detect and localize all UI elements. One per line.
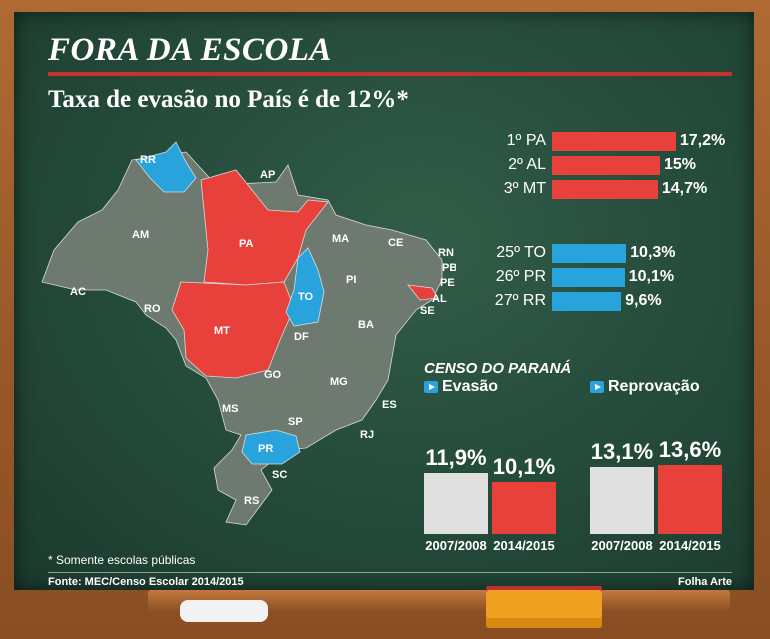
state-label-ma: MA [332, 233, 349, 245]
state-label-am: AM [132, 229, 149, 241]
ranking-value: 17,2% [679, 132, 726, 149]
state-label-rj: RJ [360, 429, 374, 441]
ranking-value: 14,7% [661, 180, 708, 197]
state-label-pb: PB [442, 262, 456, 274]
state-label-rr: RR [140, 154, 156, 166]
state-label-mt: MT [214, 325, 230, 337]
censo-bar-value: 11,9% [425, 445, 487, 471]
state-label-pe: PE [440, 277, 455, 289]
map-state-to [285, 247, 325, 327]
title-divider [48, 72, 732, 76]
state-label-ac: AC [70, 286, 86, 298]
censo-category-label: 2007/2008 [591, 538, 653, 553]
state-label-df: DF [294, 331, 309, 343]
ranking-label: 3º MT [503, 180, 546, 197]
state-label-se: SE [420, 305, 435, 317]
censo-bar [424, 473, 488, 534]
censo-bar [658, 464, 722, 534]
footnote: * Somente escolas públicas [48, 553, 196, 567]
state-label-to: TO [298, 291, 314, 303]
state-label-sc: SC [272, 469, 287, 481]
state-label-es: ES [382, 399, 397, 411]
ranking-value: 10,3% [630, 244, 676, 261]
censo-category-label: 2014/2015 [659, 538, 721, 553]
censo-bar-value: 10,1% [492, 454, 556, 480]
ranking-bar [552, 132, 676, 151]
state-label-pa: PA [239, 238, 254, 250]
ranking-label: 26º PR [495, 268, 546, 285]
state-label-ap: AP [260, 169, 275, 181]
state-label-ms: MS [222, 403, 239, 415]
map-state-pa [200, 169, 329, 286]
brazil-map: RR AP AM PA MA CE RN PB PE AL SE PI AC R… [41, 141, 456, 526]
map-state-rr [135, 141, 197, 193]
ranking-value: 10,1% [628, 268, 675, 285]
page-subtitle: Taxa de evasão no País é de 12%* [48, 86, 409, 113]
state-label-pr: PR [258, 443, 273, 455]
censo-bar-value: 13,6% [658, 436, 722, 462]
state-label-rs: RS [244, 495, 259, 507]
state-label-sp: SP [288, 416, 303, 428]
arrow-icon [590, 380, 604, 393]
page-title: FORA DA ESCOLA [48, 32, 332, 68]
credit-label: Folha Arte [678, 576, 732, 588]
ranking-value: 9,6% [625, 292, 662, 309]
ranking-bar [552, 268, 625, 287]
state-label-mg: MG [330, 376, 348, 388]
state-label-rn: RN [438, 247, 454, 259]
eraser-icon [486, 590, 602, 628]
ranking-label: 25º TO [496, 244, 546, 261]
ranking-label: 2º AL [508, 156, 546, 173]
ranking-value: 15% [664, 156, 697, 173]
legend-reprovacao-label: Reprovação [608, 378, 700, 395]
ranking-bar [552, 244, 627, 263]
censo-category-label: 2007/2008 [425, 538, 487, 553]
censo-bar-value: 13,1% [590, 439, 654, 465]
ranking-bar [552, 156, 660, 175]
state-label-pi: PI [346, 274, 356, 286]
legend-evasao-label: Evasão [442, 378, 499, 395]
ranking-label: 27º RR [494, 292, 546, 309]
legend-evasao: Evasão [424, 378, 498, 396]
legend-reprovacao: Reprovação [590, 378, 700, 396]
censo-bar [492, 482, 556, 534]
state-label-ce: CE [388, 237, 403, 249]
censo-title: CENSO DO PARANÁ [424, 360, 572, 377]
map-state-al [407, 284, 439, 301]
map-state-mt [171, 281, 295, 379]
state-label-al: AL [432, 293, 447, 305]
source-label: Fonte: MEC/Censo Escolar 2014/2015 [48, 576, 244, 588]
state-label-go: GO [264, 369, 282, 381]
ranking-label: 1º PA [506, 132, 546, 149]
map-state-pr [241, 429, 301, 465]
censo-bar [590, 467, 654, 534]
state-label-ba: BA [358, 319, 374, 331]
arrow-icon [424, 380, 438, 393]
chalk-icon [180, 600, 268, 622]
ranking-bar [552, 292, 622, 311]
censo-category-label: 2014/2015 [493, 538, 555, 553]
state-label-ro: RO [144, 303, 161, 315]
ranking-bar [552, 180, 658, 199]
footer: Fonte: MEC/Censo Escolar 2014/2015 Folha… [48, 572, 732, 588]
